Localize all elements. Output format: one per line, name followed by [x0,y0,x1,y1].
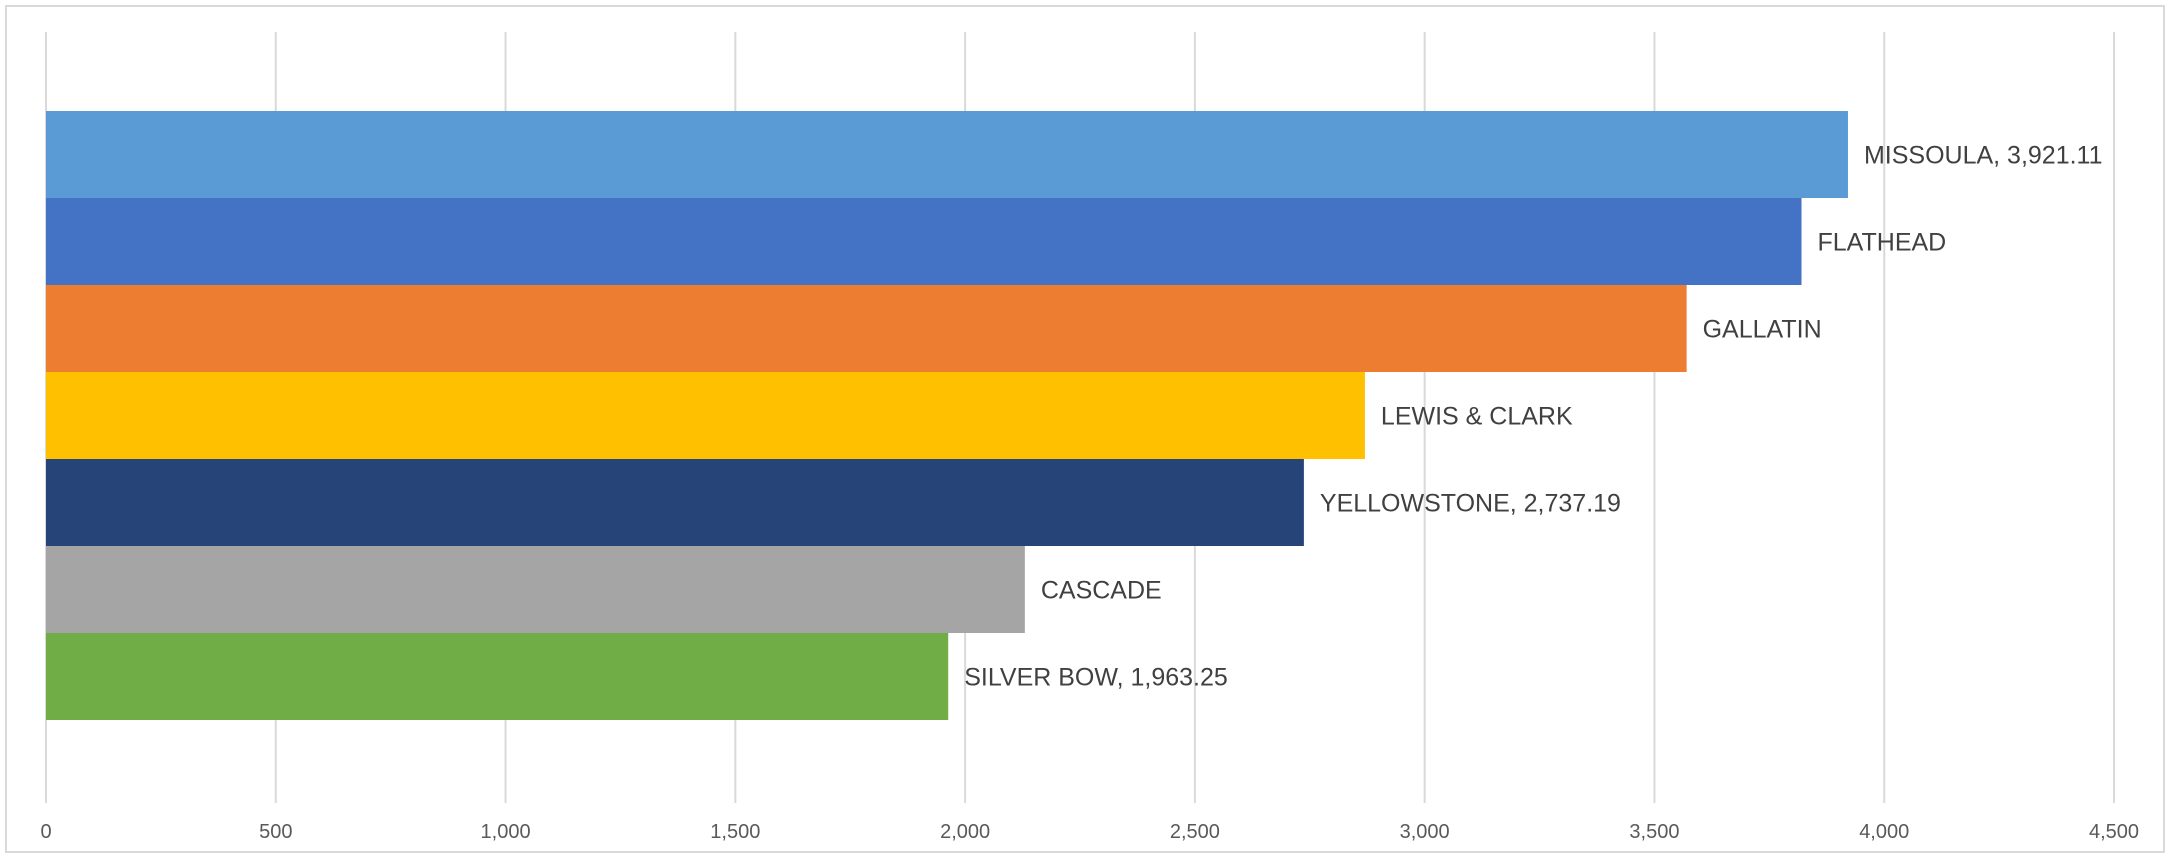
data-label-flathead: FLATHEAD [1818,229,1947,257]
x-tick-label-500: 500 [259,821,292,843]
x-tick-label-3500: 3,500 [1629,821,1679,843]
bar-silver-bow [46,633,949,720]
x-tick-label-3000: 3,000 [1400,821,1450,843]
x-tick-label-4000: 4,000 [1859,821,1909,843]
x-tick-label-4500: 4,500 [2089,821,2139,843]
bar-flathead [46,198,1802,285]
x-tick-label-1500: 1,500 [710,821,760,843]
x-tick-label-1000: 1,000 [481,821,531,843]
data-label-yellowstone: YELLOWSTONE, 2,737.19 [1320,490,1621,518]
bar-gallatin [46,285,1687,372]
x-tick-label-2000: 2,000 [940,821,990,843]
x-tick-label-2500: 2,500 [1170,821,1220,843]
bar-yellowstone [46,459,1304,546]
data-label-missoula: MISSOULA, 3,921.11 [1864,142,2103,170]
x-tick-label-0: 0 [40,821,51,843]
bar-lewis-and-clark [46,372,1365,459]
data-label-gallatin: GALLATIN [1703,316,1822,344]
bar-cascade [46,546,1025,633]
data-label-cascade: CASCADE [1041,577,1162,605]
bar-missoula [46,111,1848,198]
data-labels: MISSOULA, 3,921.11 FLATHEAD GALLATIN LEWIS … [964,142,2102,692]
bars [46,111,1848,720]
x-axis-tick-labels: 0 500 1,000 1,500 2,000 2,500 3,000 3,500 4,000 4… [40,821,2139,843]
data-label-silver-bow: SILVER BOW, 1,963.25 [964,664,1228,692]
data-label-lewis-and-clark: LEWIS & CLARK [1381,403,1573,431]
